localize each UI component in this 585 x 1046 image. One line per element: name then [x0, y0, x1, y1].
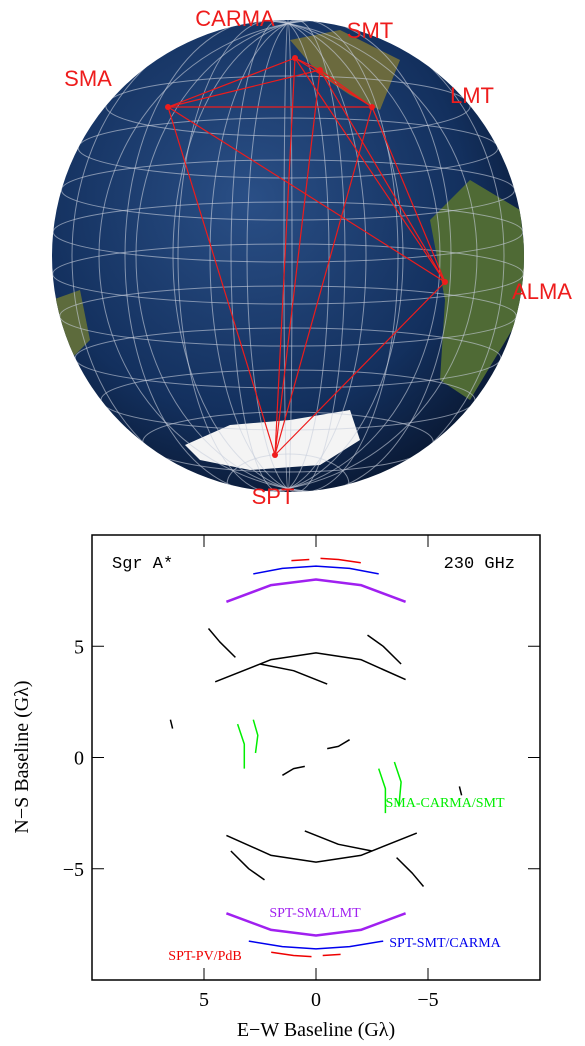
x-tick-label: 0: [311, 989, 321, 1011]
y-tick-label: 5: [74, 636, 84, 658]
uv-track: [271, 558, 361, 956]
station: [272, 452, 278, 458]
station-label: SMT: [347, 18, 393, 43]
y-axis-label: N−S Baseline (Gλ): [11, 680, 33, 833]
y-tick-label: 0: [74, 748, 84, 770]
station-label: LMT: [450, 83, 494, 108]
figure: Sgr A* 230 GHz E−W Baseline (Gλ) N−S Bas…: [0, 0, 585, 1046]
station: [292, 55, 298, 61]
station-label: SPT: [252, 484, 295, 509]
x-axis-label: E−W Baseline (Gλ): [237, 1019, 395, 1041]
uv-track: [226, 580, 405, 936]
x-tick-label: 5: [199, 989, 209, 1011]
series-label: SPT-SMT/CARMA: [389, 936, 501, 951]
uv-track: [238, 720, 402, 813]
series-label: SPT-PV/PdB: [168, 949, 241, 964]
station-label: CARMA: [195, 6, 275, 31]
station-label: ALMA: [512, 279, 572, 304]
station: [317, 67, 323, 73]
y-tick-label: −5: [63, 859, 84, 881]
annotation: 230 GHz: [444, 555, 515, 574]
station: [369, 104, 375, 110]
series-label: SPT-SMA/LMT: [269, 906, 361, 921]
station-label: SMA: [64, 66, 112, 91]
station: [165, 104, 171, 110]
x-tick-label: −5: [417, 989, 438, 1011]
station: [442, 279, 448, 285]
annotation: Sgr A*: [112, 555, 173, 574]
uv-track: [170, 629, 461, 887]
series-label: SMA-CARMA/SMT: [385, 796, 504, 811]
uv-track: [249, 566, 383, 949]
